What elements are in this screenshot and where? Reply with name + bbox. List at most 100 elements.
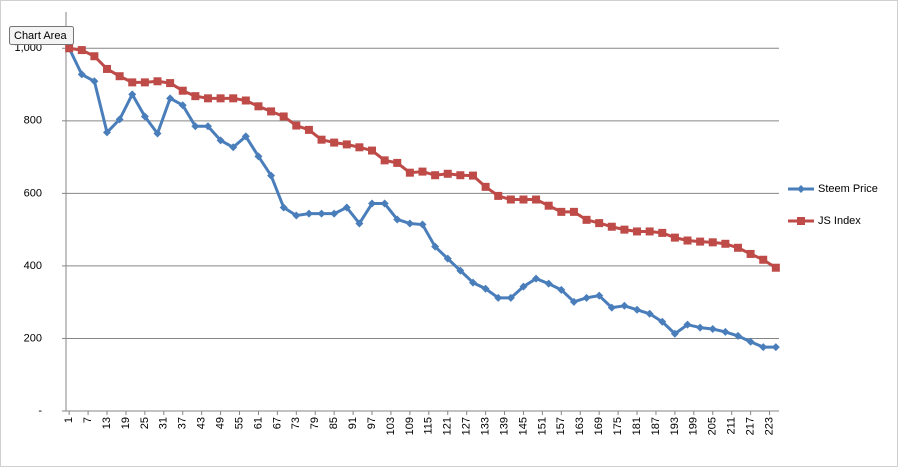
marker: [128, 90, 137, 99]
x-tick-label: 79: [309, 417, 321, 429]
marker: [393, 215, 402, 224]
x-tick-label: 109: [404, 417, 416, 435]
marker: [670, 329, 679, 338]
x-tick-label: 7: [82, 417, 94, 423]
marker: [771, 343, 780, 352]
marker: [405, 168, 414, 177]
marker: [532, 274, 541, 283]
marker: [494, 293, 503, 302]
marker: [229, 143, 238, 152]
marker: [544, 279, 553, 288]
marker: [216, 136, 225, 145]
x-tick-label: 55: [233, 417, 245, 429]
marker: [620, 225, 629, 234]
legend-marker: [797, 217, 805, 225]
x-tick-label: 103: [385, 417, 397, 435]
marker: [633, 305, 642, 314]
marker: [254, 152, 263, 161]
marker: [494, 191, 503, 200]
marker: [759, 343, 768, 352]
marker: [77, 70, 86, 79]
x-tick-label: 127: [461, 417, 473, 435]
marker: [279, 203, 288, 212]
marker: [696, 237, 705, 246]
x-tick-label: 223: [763, 417, 775, 435]
x-tick-label: 139: [498, 417, 510, 435]
marker: [595, 291, 604, 300]
marker: [569, 297, 578, 306]
x-tick-label: 37: [177, 417, 189, 429]
y-tick-label: 400: [24, 260, 42, 272]
marker: [443, 169, 452, 178]
marker: [607, 222, 616, 231]
x-tick-label: 217: [745, 417, 757, 435]
marker: [532, 195, 541, 204]
y-tick-label: 800: [24, 115, 42, 127]
marker: [191, 92, 200, 101]
marker: [304, 125, 313, 134]
marker: [405, 219, 414, 228]
marker: [115, 115, 124, 124]
x-tick-label: 193: [669, 417, 681, 435]
marker: [683, 236, 692, 245]
marker: [140, 78, 149, 87]
x-tick-label: 43: [196, 417, 208, 429]
marker: [733, 243, 742, 252]
y-tick-label: 600: [24, 187, 42, 199]
marker: [506, 195, 515, 204]
x-tick-label: 19: [120, 417, 132, 429]
legend-label: JS Index: [818, 215, 861, 227]
marker: [645, 309, 654, 318]
marker: [267, 171, 276, 180]
marker: [708, 238, 717, 247]
marker: [696, 323, 705, 332]
marker: [178, 101, 187, 110]
marker: [330, 209, 339, 218]
x-tick-label: 1: [63, 417, 75, 423]
marker: [115, 72, 124, 81]
x-tick-label: 25: [139, 417, 151, 429]
marker: [241, 96, 250, 105]
x-tick-label: 175: [612, 417, 624, 435]
marker: [368, 146, 377, 155]
marker: [166, 94, 175, 103]
marker: [519, 195, 528, 204]
marker: [607, 303, 616, 312]
x-tick-label: 181: [631, 417, 643, 435]
y-tick-label: -: [38, 405, 42, 417]
marker: [254, 102, 263, 111]
marker: [103, 128, 112, 137]
marker: [317, 135, 326, 144]
marker: [721, 327, 730, 336]
marker: [418, 220, 427, 229]
marker: [317, 209, 326, 218]
x-tick-label: 91: [347, 417, 359, 429]
marker: [103, 64, 112, 73]
tooltip-box: [9, 26, 74, 45]
x-tick-label: 13: [101, 417, 113, 429]
marker: [431, 242, 440, 251]
marker: [481, 182, 490, 191]
marker: [582, 293, 591, 302]
marker: [456, 266, 465, 275]
x-tick-label: 157: [555, 417, 567, 435]
marker: [645, 227, 654, 236]
legend-label: Steem Price: [818, 183, 878, 195]
marker: [557, 207, 566, 216]
marker: [633, 227, 642, 236]
marker: [166, 79, 175, 88]
marker: [65, 44, 74, 53]
x-tick-label: 133: [480, 417, 492, 435]
x-tick-label: 67: [271, 417, 283, 429]
marker: [304, 209, 313, 218]
marker: [229, 94, 238, 103]
marker: [368, 199, 377, 208]
y-tick-label: 1,000: [14, 42, 42, 54]
marker: [721, 239, 730, 248]
marker: [140, 112, 149, 121]
marker: [380, 199, 389, 208]
marker: [203, 122, 212, 131]
marker: [216, 94, 225, 103]
